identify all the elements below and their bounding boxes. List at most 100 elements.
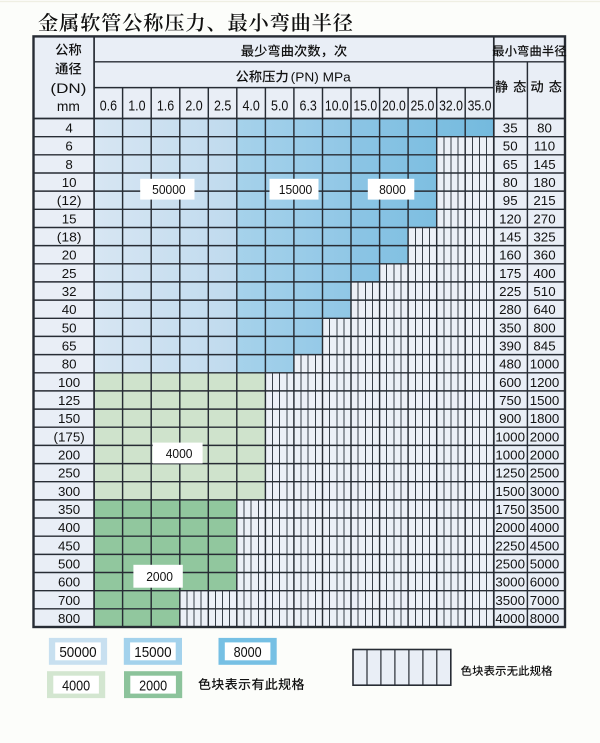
svg-text:120: 120 xyxy=(499,211,521,226)
svg-text:145: 145 xyxy=(499,230,521,245)
svg-text:510: 510 xyxy=(533,284,555,299)
svg-text:15: 15 xyxy=(62,211,77,226)
svg-text:4000: 4000 xyxy=(166,446,193,461)
svg-text:300: 300 xyxy=(58,484,80,499)
svg-text:400: 400 xyxy=(533,266,555,281)
svg-text:450: 450 xyxy=(58,538,80,553)
svg-text:1000: 1000 xyxy=(530,357,560,372)
svg-text:160: 160 xyxy=(499,248,521,263)
svg-text:800: 800 xyxy=(58,611,80,626)
svg-text:8000: 8000 xyxy=(530,611,560,626)
svg-text:900: 900 xyxy=(499,411,521,426)
svg-text:(PN) MPa: (PN) MPa xyxy=(291,69,352,84)
svg-text:2250: 2250 xyxy=(495,538,525,553)
svg-text:175: 175 xyxy=(499,266,521,281)
svg-text:250: 250 xyxy=(58,466,80,481)
svg-text:32.0: 32.0 xyxy=(439,98,463,115)
svg-text:3000: 3000 xyxy=(495,575,525,590)
svg-text:32: 32 xyxy=(62,284,77,299)
svg-text:8000: 8000 xyxy=(234,644,262,661)
svg-text:1800: 1800 xyxy=(530,411,560,426)
svg-text:6: 6 xyxy=(65,139,72,154)
svg-text:2500: 2500 xyxy=(495,556,525,571)
svg-text:15000: 15000 xyxy=(134,644,171,661)
svg-text:2000: 2000 xyxy=(495,520,525,535)
svg-text:360: 360 xyxy=(533,248,555,263)
svg-text:(DN): (DN) xyxy=(50,80,86,96)
svg-text:4000: 4000 xyxy=(530,520,560,535)
svg-text:845: 845 xyxy=(533,339,555,354)
svg-text:2.5: 2.5 xyxy=(214,98,231,115)
svg-text:600: 600 xyxy=(58,575,80,590)
svg-text:4000: 4000 xyxy=(62,677,90,694)
svg-text:700: 700 xyxy=(58,593,80,608)
svg-text:100: 100 xyxy=(58,375,80,390)
svg-text:80: 80 xyxy=(537,121,552,136)
svg-text:180: 180 xyxy=(533,175,555,190)
svg-text:4000: 4000 xyxy=(495,611,525,626)
svg-text:65: 65 xyxy=(62,339,77,354)
svg-text:50: 50 xyxy=(503,139,518,154)
svg-text:215: 215 xyxy=(533,193,555,208)
svg-text:270: 270 xyxy=(533,211,555,226)
svg-text:20: 20 xyxy=(62,248,77,263)
svg-text:1500: 1500 xyxy=(530,393,560,408)
svg-text:390: 390 xyxy=(499,339,521,354)
svg-text:mm: mm xyxy=(57,99,80,114)
svg-text:15000: 15000 xyxy=(279,182,313,197)
svg-text:6.3: 6.3 xyxy=(300,98,317,115)
svg-text:225: 225 xyxy=(499,284,521,299)
svg-text:200: 200 xyxy=(58,448,80,463)
svg-text:95: 95 xyxy=(503,193,518,208)
svg-text:640: 640 xyxy=(533,302,555,317)
svg-text:1750: 1750 xyxy=(495,502,525,517)
svg-text:25: 25 xyxy=(62,266,77,281)
svg-text:35.0: 35.0 xyxy=(468,98,492,115)
svg-text:20.0: 20.0 xyxy=(382,98,406,115)
svg-text:15.0: 15.0 xyxy=(353,98,377,115)
svg-text:50000: 50000 xyxy=(152,182,186,197)
svg-text:6000: 6000 xyxy=(530,575,560,590)
svg-text:5000: 5000 xyxy=(530,556,560,571)
svg-text:1000: 1000 xyxy=(495,429,525,444)
svg-text:110: 110 xyxy=(534,139,555,154)
svg-text:280: 280 xyxy=(499,302,521,317)
svg-text:400: 400 xyxy=(58,520,80,535)
svg-text:10: 10 xyxy=(62,175,77,190)
svg-text:1000: 1000 xyxy=(495,448,525,463)
svg-text:2000: 2000 xyxy=(530,448,560,463)
svg-text:3500: 3500 xyxy=(495,593,525,608)
svg-text:8000: 8000 xyxy=(379,182,406,197)
svg-text:1200: 1200 xyxy=(530,375,560,390)
svg-text:50: 50 xyxy=(62,320,77,335)
svg-text:350: 350 xyxy=(58,502,80,517)
svg-text:125: 125 xyxy=(58,393,80,408)
svg-text:(18): (18) xyxy=(57,230,82,245)
svg-text:750: 750 xyxy=(499,393,521,408)
svg-text:1500: 1500 xyxy=(495,484,525,499)
svg-text:150: 150 xyxy=(58,411,80,426)
svg-text:(12): (12) xyxy=(57,193,82,208)
svg-text:65: 65 xyxy=(503,157,518,172)
svg-text:1250: 1250 xyxy=(495,466,525,481)
svg-text:2000: 2000 xyxy=(139,677,167,694)
svg-text:2000: 2000 xyxy=(146,569,173,584)
svg-text:480: 480 xyxy=(499,357,521,372)
svg-text:2500: 2500 xyxy=(530,466,560,481)
svg-text:4: 4 xyxy=(65,121,72,136)
svg-text:25.0: 25.0 xyxy=(411,98,435,115)
svg-text:50000: 50000 xyxy=(59,644,96,661)
svg-text:1.0: 1.0 xyxy=(128,98,145,115)
svg-text:4.0: 4.0 xyxy=(242,98,259,115)
svg-text:145: 145 xyxy=(533,157,555,172)
svg-text:325: 325 xyxy=(533,230,555,245)
svg-text:350: 350 xyxy=(499,320,521,335)
svg-text:2.0: 2.0 xyxy=(185,98,202,115)
svg-text:4500: 4500 xyxy=(530,538,560,553)
svg-text:7000: 7000 xyxy=(530,593,560,608)
svg-text:800: 800 xyxy=(533,320,555,335)
svg-text:3500: 3500 xyxy=(530,502,560,517)
svg-text:3000: 3000 xyxy=(530,484,560,499)
svg-text:5.0: 5.0 xyxy=(271,98,288,115)
svg-text:10.0: 10.0 xyxy=(325,98,349,115)
